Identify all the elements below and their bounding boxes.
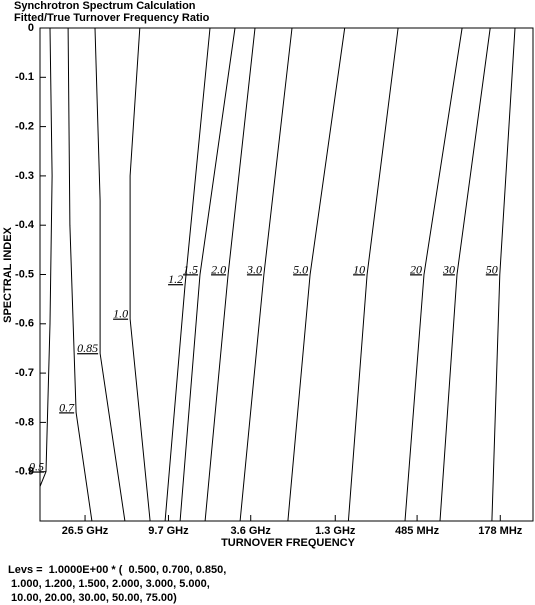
y-tick-label: -0.6: [15, 318, 34, 330]
contour-label: 10: [353, 262, 365, 276]
contour-line: [404, 27, 463, 522]
x-axis-label: TURNOVER FREQUENCY: [221, 537, 356, 549]
contour-label: 20: [410, 262, 422, 276]
contour-line: [164, 27, 211, 522]
y-tick-label: -0.3: [15, 170, 34, 182]
contour-line: [39, 27, 53, 487]
levels-note: Levs = 1.0000E+00 * ( 0.500, 0.700, 0.85…: [8, 564, 226, 576]
contour-label: 5.0: [293, 262, 308, 276]
y-tick-label: -0.5: [15, 268, 34, 280]
x-tick-label: 1.3 GHz: [315, 525, 356, 537]
y-tick-label: -0.8: [15, 416, 34, 428]
contour-line: [239, 27, 293, 522]
contour-label: 1.2: [168, 272, 183, 286]
levels-note: 1.000, 1.200, 1.500, 2.000, 3.000, 5.000…: [8, 578, 210, 590]
x-tick-label: 3.6 GHz: [231, 525, 272, 537]
x-tick-label: 485 MHz: [395, 525, 440, 537]
contour-label: 3.0: [246, 262, 262, 276]
contour-line: [287, 27, 346, 522]
y-tick-label: -0.4: [15, 219, 35, 231]
contour-line: [204, 27, 256, 522]
y-tick-label: -0.7: [15, 367, 34, 379]
contour-label: 2.0: [211, 262, 226, 276]
chart-subtitle: Fitted/True Turnover Frequency Ratio: [14, 12, 210, 24]
contour-label: 0.7: [59, 400, 75, 414]
y-tick-label: -0.2: [15, 121, 34, 133]
y-tick-label: -0.1: [15, 71, 34, 83]
contour-label: 1.0: [113, 307, 128, 321]
contour-label: 1.5: [183, 262, 198, 276]
contour-label: 0.85: [77, 341, 98, 355]
x-tick-label: 178 MHz: [478, 525, 523, 537]
contour-line: [67, 27, 93, 522]
contour-line: [439, 27, 491, 522]
contour-line: [179, 27, 236, 522]
contour-label: 30: [442, 262, 455, 276]
chart-title: Synchrotron Spectrum Calculation: [14, 0, 196, 12]
levels-note: 10.00, 20.00, 30.00, 50.00, 75.00): [8, 592, 177, 604]
x-tick-label: 26.5 GHz: [62, 525, 109, 537]
contour-line: [491, 27, 516, 522]
y-axis-label: SPECTRAL INDEX: [2, 226, 14, 322]
contour-line: [94, 27, 126, 522]
y-tick-label: -0.9: [15, 466, 34, 478]
contour-line: [347, 27, 399, 522]
x-tick-label: 9.7 GHz: [148, 525, 189, 537]
y-tick-label: 0: [28, 22, 34, 34]
contour-label: 0.5: [29, 459, 44, 473]
contour-label: 50: [486, 262, 498, 276]
contour-line: [129, 27, 151, 522]
